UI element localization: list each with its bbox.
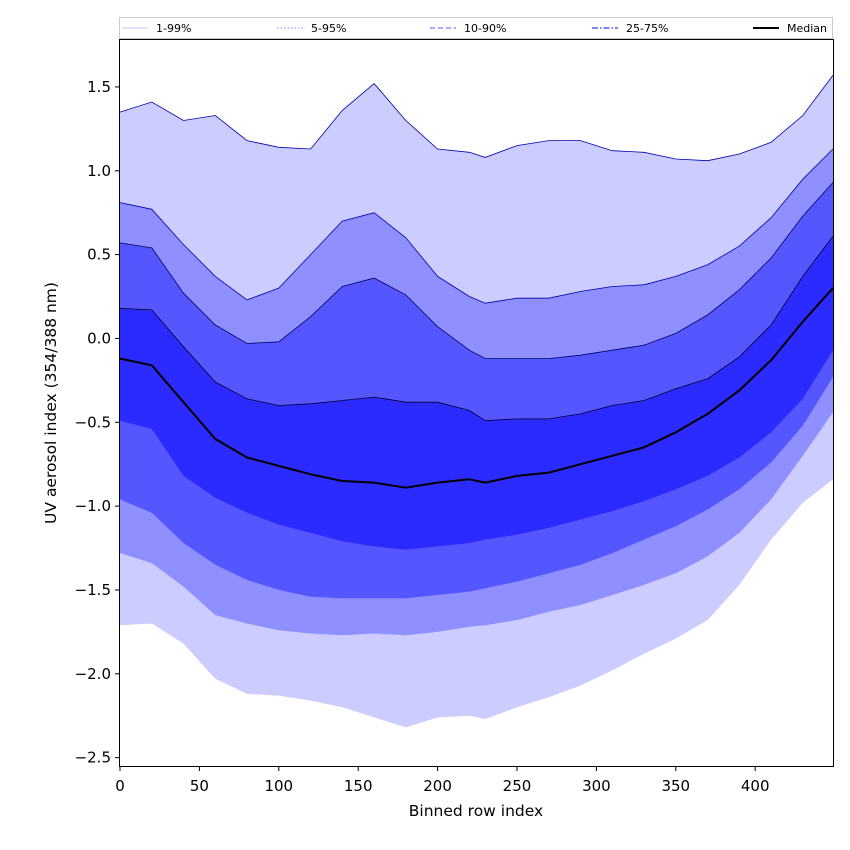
legend-label-25-75: 25-75% bbox=[626, 22, 668, 35]
median-layer bbox=[119, 287, 834, 489]
y-tick-label: −2.0 bbox=[75, 665, 111, 683]
x-tick-label: 250 bbox=[503, 777, 532, 795]
x-tick-label: 0 bbox=[115, 777, 125, 795]
x-tick-label: 400 bbox=[741, 777, 770, 795]
x-tick-label: 50 bbox=[190, 777, 209, 795]
median-line bbox=[119, 287, 834, 489]
y-tick-label: −0.5 bbox=[75, 413, 111, 431]
y-tick-label: −1.5 bbox=[75, 581, 111, 599]
y-tick-label: 0.0 bbox=[87, 329, 111, 347]
x-tick-label: 100 bbox=[264, 777, 293, 795]
y-axis-label: UV aerosol index (354/388 nm) bbox=[42, 282, 60, 524]
x-tick-label: 150 bbox=[344, 777, 373, 795]
band-1-99-upper-edge bbox=[119, 74, 834, 162]
x-tick-label: 300 bbox=[582, 777, 611, 795]
y-tick-label: 1.5 bbox=[87, 78, 111, 96]
legend-label-10-90: 10-90% bbox=[464, 22, 506, 35]
x-axis-label: Binned row index bbox=[409, 802, 543, 820]
x-axis: 0 50 100 150 200 250 300 350 400 bbox=[115, 766, 770, 795]
band-10-90-upper-edge bbox=[119, 182, 834, 360]
y-tick-label: 0.5 bbox=[87, 246, 111, 264]
band-25-75-upper-edge bbox=[119, 235, 834, 422]
y-tick-label: −1.0 bbox=[75, 497, 111, 515]
x-tick-label: 350 bbox=[661, 777, 690, 795]
x-tick-label: 200 bbox=[423, 777, 452, 795]
legend-label-1-99: 1-99% bbox=[156, 22, 191, 35]
y-axis: −2.5 −2.0 −1.5 −1.0 −0.5 0.0 0.5 1.0 1.5 bbox=[75, 78, 120, 767]
plot-frame bbox=[119, 39, 834, 767]
band-5-95-upper-edge bbox=[119, 148, 834, 304]
legend: 1-99% 5-95% 10-90% 25-75% Median bbox=[119, 17, 833, 39]
legend-label-5-95: 5-95% bbox=[311, 22, 346, 35]
legend-box bbox=[119, 17, 833, 39]
legend-label-median: Median bbox=[787, 22, 827, 35]
y-tick-label: 1.0 bbox=[87, 162, 111, 180]
bands-layer bbox=[119, 74, 834, 728]
y-tick-label: −2.5 bbox=[75, 749, 111, 767]
